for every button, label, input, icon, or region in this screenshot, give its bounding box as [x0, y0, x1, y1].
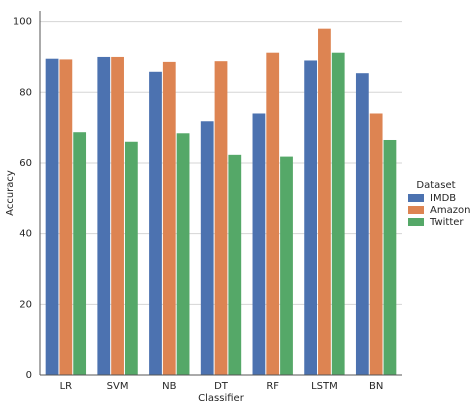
legend-label: IMDB [430, 193, 456, 204]
legend-swatch [408, 194, 424, 202]
bar [331, 52, 345, 376]
bar [73, 132, 87, 375]
bar [383, 139, 397, 375]
x-tick-label: LSTM [311, 381, 338, 392]
bar [200, 121, 214, 375]
x-tick-label: BN [369, 381, 383, 392]
y-tick-label: 60 [19, 158, 32, 169]
bar [228, 154, 242, 375]
x-tick-label: NB [162, 381, 176, 392]
y-tick-label: 40 [19, 229, 32, 240]
legend-swatch [408, 218, 424, 226]
y-tick-label: 100 [13, 17, 32, 28]
y-tick-label: 0 [26, 370, 32, 381]
bar [355, 73, 369, 375]
x-tick-label: RF [266, 381, 279, 392]
bar [59, 59, 73, 376]
bar [149, 71, 162, 375]
y-axis-label: Accuracy [5, 170, 16, 216]
bar [266, 52, 280, 376]
legend-label: Twitter [429, 217, 464, 228]
bar [124, 141, 138, 375]
bar [45, 58, 59, 375]
bar [252, 113, 266, 375]
bar [369, 113, 383, 375]
legend-swatch [408, 206, 424, 214]
bar [162, 61, 176, 376]
bar [176, 133, 190, 375]
bar [97, 56, 111, 376]
y-tick-label: 80 [19, 87, 32, 98]
x-tick-label: DT [214, 381, 229, 392]
bar [111, 56, 124, 376]
bar [214, 61, 228, 375]
bar [304, 60, 318, 375]
x-tick-label: LR [60, 381, 73, 392]
bar [318, 28, 331, 376]
bar [280, 156, 293, 375]
y-tick-label: 20 [19, 299, 32, 310]
legend-label: Amazon [430, 205, 470, 216]
x-tick-label: SVM [107, 381, 129, 392]
legend-title: Dataset [416, 180, 455, 191]
x-axis-label: Classifier [198, 393, 245, 404]
